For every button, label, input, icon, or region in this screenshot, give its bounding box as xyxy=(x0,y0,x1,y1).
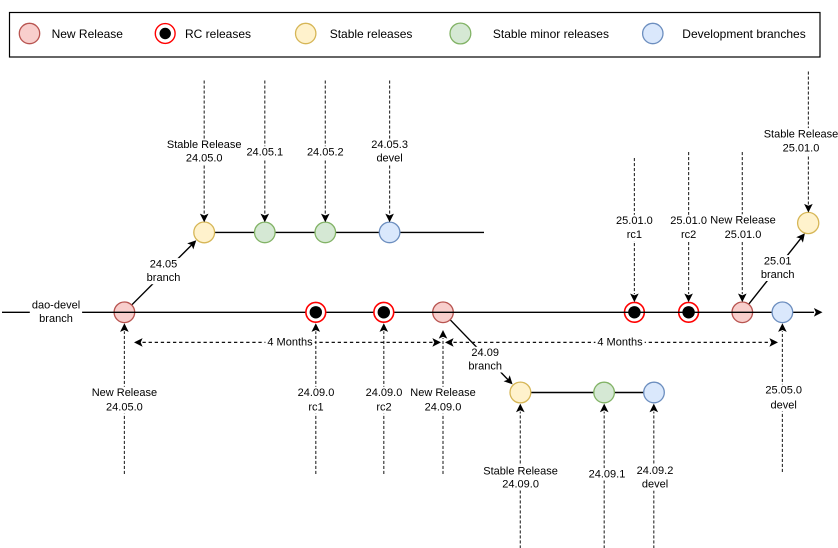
svg-text:4 Months: 4 Months xyxy=(597,336,643,348)
svg-text:devel: devel xyxy=(642,479,668,491)
svg-text:25.01.0: 25.01.0 xyxy=(783,143,820,155)
svg-text:Stable Release: Stable Release xyxy=(483,466,558,478)
svg-text:devel: devel xyxy=(771,399,797,411)
svg-text:Stable Release: Stable Release xyxy=(167,139,242,151)
svg-text:24.05: 24.05 xyxy=(150,258,178,270)
svg-text:24.09.0: 24.09.0 xyxy=(502,478,539,490)
svg-text:25.01.0: 25.01.0 xyxy=(670,215,707,227)
svg-text:Stable releases: Stable releases xyxy=(330,27,413,41)
svg-text:24.05.0: 24.05.0 xyxy=(186,153,223,165)
svg-text:rc1: rc1 xyxy=(308,402,323,414)
svg-text:RC releases: RC releases xyxy=(185,27,251,41)
svg-text:24.09.0: 24.09.0 xyxy=(425,402,462,414)
svg-text:New Release: New Release xyxy=(710,215,775,227)
svg-text:24.05.3: 24.05.3 xyxy=(371,139,408,151)
svg-text:rc2: rc2 xyxy=(681,229,696,241)
svg-text:branch: branch xyxy=(147,272,181,284)
svg-text:24.09.1: 24.09.1 xyxy=(589,468,626,480)
svg-text:24.09.2: 24.09.2 xyxy=(637,465,674,477)
svg-text:rc2: rc2 xyxy=(376,402,391,414)
svg-text:24.05.0: 24.05.0 xyxy=(106,402,143,414)
svg-text:New Release: New Release xyxy=(52,27,124,41)
svg-text:25.05.0: 25.05.0 xyxy=(765,385,802,397)
svg-text:24.09: 24.09 xyxy=(471,347,499,359)
svg-text:24.09.0: 24.09.0 xyxy=(366,387,403,399)
svg-text:4 Months: 4 Months xyxy=(267,336,313,348)
svg-text:Stable Release: Stable Release xyxy=(764,128,838,140)
svg-text:branch: branch xyxy=(468,360,502,372)
svg-text:dao-devel: dao-devel xyxy=(32,300,80,312)
svg-text:devel: devel xyxy=(376,153,402,165)
svg-text:24.05.1: 24.05.1 xyxy=(246,147,283,159)
svg-text:Development branches: Development branches xyxy=(682,27,805,41)
svg-text:New Release: New Release xyxy=(410,387,475,399)
svg-text:Stable minor releases: Stable minor releases xyxy=(493,27,609,41)
svg-text:New Release: New Release xyxy=(92,387,157,399)
svg-text:rc1: rc1 xyxy=(627,229,642,241)
svg-text:24.09.0: 24.09.0 xyxy=(298,387,335,399)
svg-text:branch: branch xyxy=(761,269,795,281)
svg-text:24.05.2: 24.05.2 xyxy=(307,147,344,159)
svg-text:25.01: 25.01 xyxy=(764,255,792,267)
svg-text:25.01.0: 25.01.0 xyxy=(725,229,762,241)
svg-text:branch: branch xyxy=(39,313,73,325)
svg-text:25.01.0: 25.01.0 xyxy=(616,215,653,227)
